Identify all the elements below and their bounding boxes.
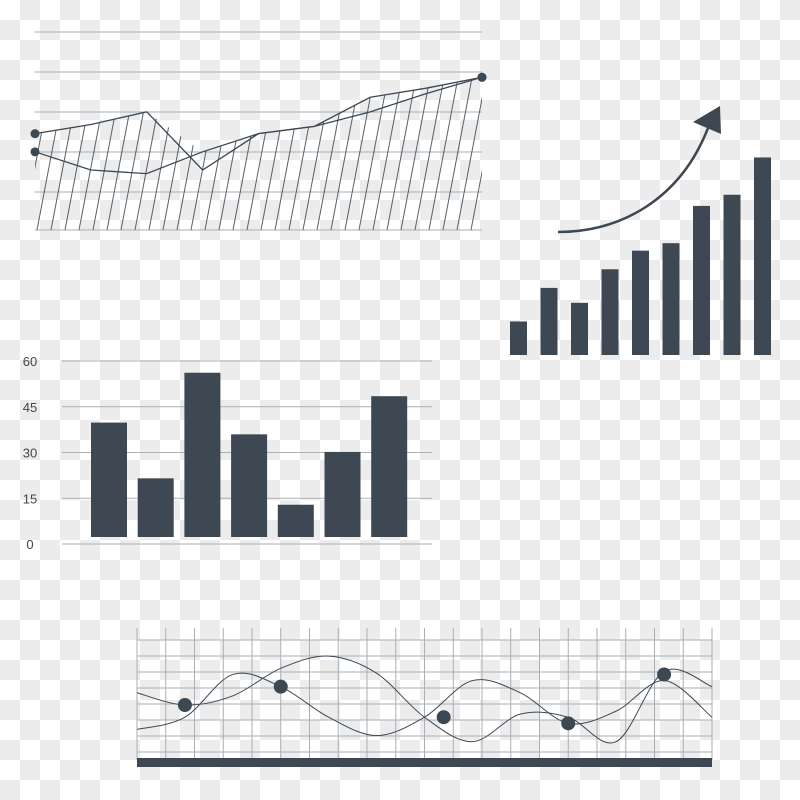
growth-bar xyxy=(723,194,741,355)
growth-bar xyxy=(540,287,558,355)
hatch-line xyxy=(344,77,386,230)
hatch-line xyxy=(442,77,482,230)
hatch-line xyxy=(134,77,176,230)
hatch-line xyxy=(302,77,344,230)
trend-arrow-curve xyxy=(557,127,710,234)
growth-bar xyxy=(632,250,649,355)
trend-arrow-head xyxy=(693,106,721,134)
hatch-line xyxy=(330,77,372,230)
data-point xyxy=(273,679,288,694)
hatch-line xyxy=(35,77,36,230)
chart-wave-lines xyxy=(136,628,713,767)
growth-bar xyxy=(601,269,619,355)
hatch-line xyxy=(428,77,470,230)
hatch-line xyxy=(120,77,162,230)
data-point xyxy=(436,710,451,725)
bar xyxy=(277,504,314,537)
hatch-line xyxy=(470,77,482,230)
y-tick-label: 45 xyxy=(23,400,37,415)
hatch-line xyxy=(78,77,120,230)
y-tick-label: 30 xyxy=(23,446,37,461)
series-curve-2 xyxy=(136,672,713,737)
series-line-2 xyxy=(34,76,483,175)
line-endpoint-dot xyxy=(477,72,487,82)
chart-labeled-bars: 0 15 30 45 60 xyxy=(23,354,432,552)
y-tick-label: 0 xyxy=(26,537,33,552)
data-point xyxy=(177,698,192,712)
hatch-line xyxy=(485,20,525,230)
bar xyxy=(91,422,127,537)
data-point xyxy=(657,667,672,682)
y-tick-label: 60 xyxy=(23,354,37,369)
hatch-line xyxy=(513,20,553,230)
data-point xyxy=(561,716,576,731)
hatch-group xyxy=(35,20,553,230)
y-tick-label: 15 xyxy=(23,491,37,506)
bar xyxy=(137,478,174,537)
chart-hatched-line xyxy=(30,20,553,231)
hatch-line xyxy=(372,77,414,230)
growth-bar xyxy=(510,321,527,355)
bar xyxy=(324,451,361,537)
hatch-line xyxy=(358,77,400,230)
line-endpoint-dot xyxy=(30,129,40,139)
bar xyxy=(371,396,408,537)
bar xyxy=(184,372,221,537)
bar xyxy=(231,434,268,537)
line-endpoint-dot xyxy=(30,147,40,157)
growth-bar xyxy=(693,205,710,355)
hatch-line xyxy=(400,77,442,230)
baseline-bar xyxy=(137,758,712,767)
growth-bar xyxy=(571,302,588,355)
chart-growth-bars xyxy=(510,106,771,355)
hatch-line xyxy=(456,77,482,230)
hatch-line xyxy=(106,77,148,230)
hatch-line xyxy=(414,77,456,230)
hatch-line xyxy=(92,77,134,230)
hatch-line xyxy=(316,77,358,230)
growth-bar xyxy=(754,157,771,355)
hatch-line xyxy=(386,77,428,230)
hatch-line xyxy=(499,20,539,230)
growth-bar xyxy=(662,243,680,355)
